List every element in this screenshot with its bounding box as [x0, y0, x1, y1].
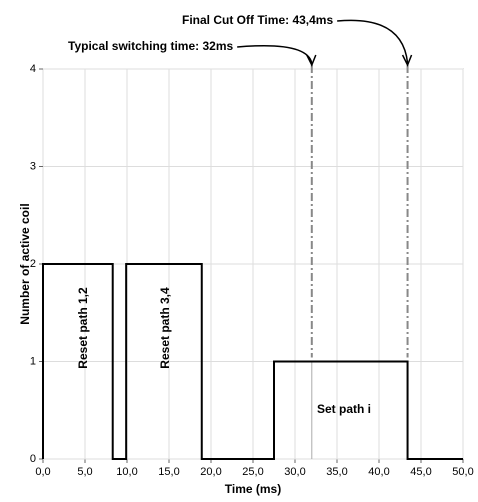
y-tick-label: 3 [30, 160, 36, 172]
arrow-head [306, 54, 317, 67]
x-tick-label: 35,0 [326, 466, 347, 478]
y-tick-label: 4 [30, 63, 36, 75]
x-tick-label: 10,0 [116, 466, 137, 478]
annotation: Final Cut Off Time: 43,4ms [182, 13, 333, 27]
x-tick-label: 45,0 [410, 466, 431, 478]
arrow-head [401, 54, 413, 67]
x-tick-label: 20,0 [200, 466, 221, 478]
x-tick-label: 40,0 [368, 466, 389, 478]
annotation: Typical switching time: 32ms [68, 39, 233, 53]
x-tick-label: 50,0 [452, 466, 473, 478]
x-tick-label: 25,0 [242, 466, 263, 478]
x-tick-label: 5,0 [77, 466, 92, 478]
region-label: Reset path 1,2 [76, 287, 90, 369]
region-label: Set path i [317, 402, 371, 416]
step-line [42, 263, 463, 460]
region-label: Reset path 3,4 [158, 287, 172, 369]
y-tick-label: 1 [30, 355, 36, 367]
x-tick-label: 30,0 [284, 466, 305, 478]
y-axis-label: Number of active coil [18, 203, 32, 324]
y-tick-label: 2 [30, 258, 36, 270]
annotation-arrow [237, 44, 313, 64]
x-tick-label: 15,0 [158, 466, 179, 478]
annotation-arrow [337, 19, 409, 64]
x-tick-label: 0,0 [35, 466, 50, 478]
y-tick-label: 0 [30, 453, 36, 465]
x-axis-label: Time (ms) [225, 482, 281, 496]
